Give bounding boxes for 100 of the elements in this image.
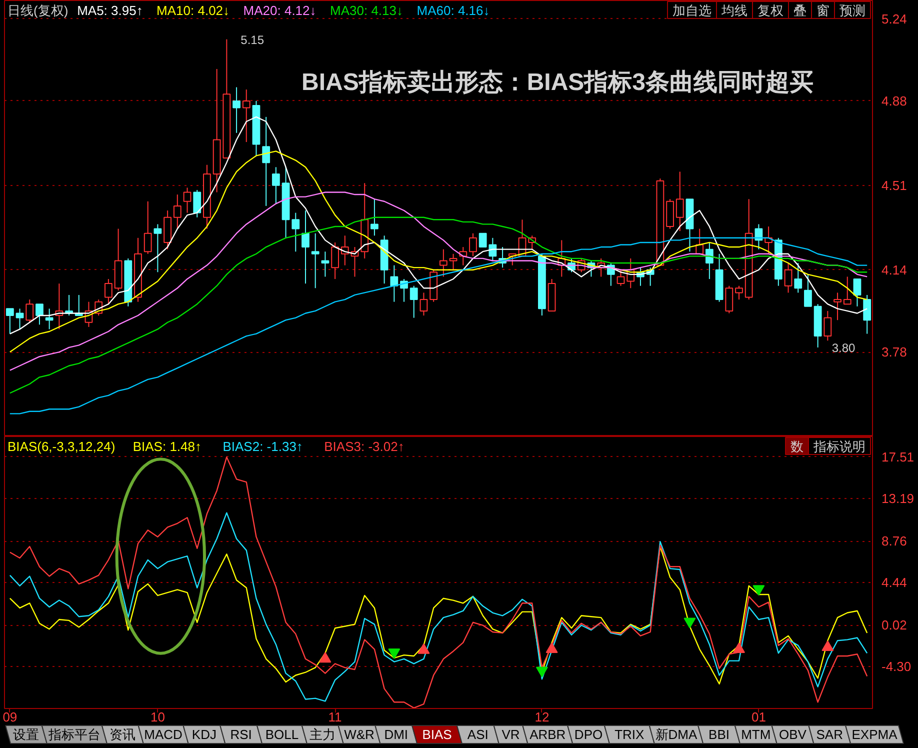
text: ASI: [467, 727, 488, 742]
text: RSI: [230, 727, 252, 742]
text: SAR: [816, 727, 843, 742]
x-tick-label: 01: [751, 710, 766, 724]
candlestick: [735, 285, 743, 300]
line-series: [9, 216, 868, 394]
candlestick: [834, 292, 842, 321]
text: 设置: [13, 727, 40, 742]
line-series: [9, 456, 868, 708]
text: W&R: [344, 727, 374, 742]
candlestick: [390, 264, 398, 302]
candlestick: [420, 292, 428, 316]
candlestick: [144, 200, 152, 254]
y-tick-label: 5.24: [882, 11, 907, 26]
candlestick: [705, 242, 714, 280]
y-tick-label: 17.51: [882, 449, 914, 464]
x-tick-label: 10: [150, 710, 165, 724]
text: ARBR: [530, 727, 566, 742]
y-tick-label: -4.30: [882, 659, 912, 674]
y-tick-label: 0.02: [882, 618, 907, 633]
annotation: 数: [790, 439, 804, 454]
text: 5.15: [240, 32, 264, 47]
candlestick: [311, 232, 320, 289]
candlestick: [183, 187, 192, 214]
text: MA5: 3.95↑: [77, 3, 143, 18]
candlestick: [439, 248, 448, 278]
text: BOLL: [265, 727, 299, 742]
candlestick: [853, 278, 862, 307]
candlestick: [262, 116, 270, 206]
annotation: 加自选: [672, 3, 712, 18]
text: TRIX: [614, 727, 645, 742]
candlestick: [863, 294, 872, 334]
annotation: 窗: [816, 3, 830, 18]
candlestick: [154, 224, 162, 273]
candlestick: [843, 276, 852, 305]
line-series: [9, 192, 868, 371]
candlestick: [272, 166, 280, 204]
candlestick: [794, 262, 802, 294]
candlestick: [784, 262, 792, 294]
candlestick: [232, 86, 240, 134]
x-tick-label: 12: [534, 710, 550, 724]
candlestick: [292, 212, 300, 252]
chart-subtitle: 日线(复权): [8, 3, 68, 18]
annotation: 叠: [794, 3, 806, 18]
x-tick-label: 09: [2, 710, 18, 724]
candlestick: [6, 308, 14, 334]
text: MA20: 4.12↓: [243, 3, 316, 18]
candlestick: [104, 278, 112, 305]
text: DMI: [384, 727, 408, 742]
candlestick: [321, 251, 330, 278]
candlestick: [45, 308, 54, 330]
candlestick: [242, 89, 250, 143]
text: MACD: [144, 727, 182, 742]
text: BIAS: 1.48↑: [132, 439, 202, 454]
text: 3.80: [832, 340, 856, 355]
text: 新DMA: [655, 727, 698, 742]
y-tick-label: 4.88: [882, 93, 907, 108]
annotation: 指标说明: [812, 439, 866, 454]
annotation: 均线: [720, 3, 748, 18]
text: EXPMA: [852, 727, 898, 742]
text: BBI: [708, 727, 730, 742]
candlestick: [410, 285, 418, 318]
y-tick-label: 13.19: [882, 490, 914, 506]
annotation: 复权: [758, 3, 784, 18]
candlestick: [302, 210, 310, 284]
candlestick: [804, 274, 812, 307]
x-tick-label: 11: [328, 710, 342, 724]
y-tick-label: 4.14: [882, 262, 907, 278]
text: DPO: [574, 727, 603, 742]
text: 资讯: [110, 727, 136, 742]
candlestick: [370, 198, 378, 236]
y-tick-label: 3.78: [882, 344, 907, 360]
y-tick-label: 4.44: [882, 575, 907, 590]
candlestick: [193, 189, 202, 218]
y-tick-label: 4.51: [882, 178, 907, 193]
text: BIAS3: -3.02↑: [324, 439, 404, 454]
line-series: [9, 512, 868, 702]
candlestick: [449, 253, 458, 270]
candlestick: [26, 299, 34, 323]
candlestick: [725, 285, 734, 314]
text: BIAS2: -1.33↑: [222, 439, 303, 454]
candlestick: [331, 242, 339, 280]
text: BIAS指标卖出形态：BIAS指标3条曲线同时超买: [301, 69, 814, 96]
text: MTM: [741, 727, 771, 742]
text: KDJ: [192, 727, 216, 742]
text: 指标平台: [47, 727, 100, 742]
chart-title: BIAS(6,-3,3,12,24): [8, 439, 116, 454]
text: OBV: [779, 727, 807, 742]
text: MA30: 4.13↓: [330, 3, 404, 18]
text: 主力: [310, 727, 336, 742]
text: VR: [502, 727, 520, 742]
candlestick: [469, 232, 477, 257]
text: MA10: 4.02↓: [156, 3, 230, 18]
text: BIAS: [422, 727, 452, 742]
line-series: [9, 546, 868, 684]
text: MA60: 4.16↓: [416, 3, 490, 18]
annotation: 预测: [840, 3, 866, 18]
y-tick-label: 8.76: [882, 534, 907, 549]
candlestick: [16, 308, 24, 330]
candlestick: [824, 310, 832, 342]
